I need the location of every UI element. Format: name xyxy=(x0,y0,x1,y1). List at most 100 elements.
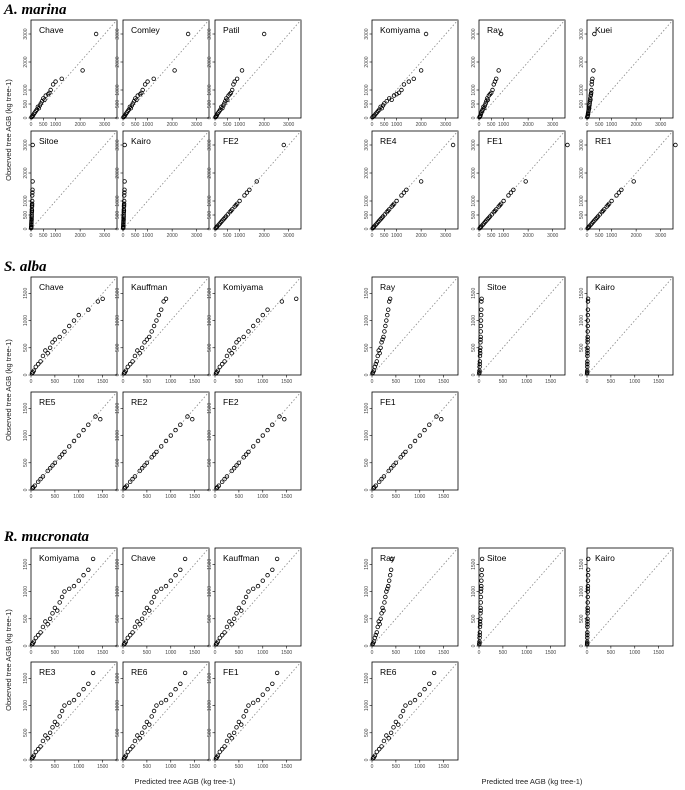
y-tick-label: 500 xyxy=(207,458,213,467)
data-point xyxy=(229,468,234,474)
data-point xyxy=(137,468,142,474)
data-point xyxy=(81,573,86,578)
one-to-one-line xyxy=(214,130,302,230)
data-point xyxy=(600,208,606,213)
data-point xyxy=(122,486,127,491)
y-tick-label: 1500 xyxy=(207,288,213,299)
one-to-one-line xyxy=(122,661,210,761)
scatter-panel: Komiyama 0 500 1000 1500 0 500 1000 1500 xyxy=(23,547,118,656)
data-point xyxy=(590,76,595,81)
y-tick-label: 2000 xyxy=(207,56,213,67)
data-point xyxy=(173,427,178,433)
y-tick-label: 1000 xyxy=(207,195,213,206)
one-to-one-line xyxy=(122,547,210,647)
y-tick-label: 1500 xyxy=(115,403,121,414)
data-point xyxy=(125,749,130,755)
data-point xyxy=(260,312,265,318)
data-point xyxy=(145,79,150,84)
y-tick-label: 1000 xyxy=(115,700,121,711)
data-point xyxy=(30,486,35,491)
panel-label: Kairo xyxy=(595,553,615,563)
data-point xyxy=(585,299,591,304)
data-point xyxy=(30,190,35,195)
data-point xyxy=(477,619,483,624)
data-point xyxy=(224,474,230,479)
x-tick-label: 0 xyxy=(30,650,33,656)
panel-label: RE4 xyxy=(380,136,397,146)
x-tick-label: 1500 xyxy=(189,650,200,656)
data-point xyxy=(151,323,157,329)
data-point xyxy=(477,364,482,370)
x-tick-label: 0 xyxy=(214,650,217,656)
x-tick-label: 500 xyxy=(392,379,401,385)
data-point xyxy=(585,353,590,359)
panel-frame xyxy=(214,19,302,119)
data-point xyxy=(52,337,58,342)
panel-frame xyxy=(214,547,302,647)
y-tick-label: 1000 xyxy=(115,315,121,326)
panel-label: Kairo xyxy=(131,136,151,146)
data-point xyxy=(379,340,384,345)
data-point xyxy=(246,589,251,594)
x-tick-label: 0 xyxy=(30,764,33,770)
x-tick-label: 500 xyxy=(392,494,401,500)
data-point xyxy=(234,76,240,81)
data-point xyxy=(381,334,386,340)
panel-frame xyxy=(371,661,459,761)
data-point xyxy=(585,334,590,340)
x-tick-label: 500 xyxy=(143,494,152,500)
data-point xyxy=(128,105,134,111)
y-tick-label: 2000 xyxy=(115,167,121,178)
data-point xyxy=(59,452,65,457)
data-point xyxy=(144,719,150,725)
data-point xyxy=(380,605,385,611)
y-tick-label: 1500 xyxy=(23,403,29,414)
data-point xyxy=(239,68,245,73)
data-point xyxy=(123,368,129,373)
data-point xyxy=(125,635,130,641)
panel-label: Kuei xyxy=(595,25,612,35)
data-point xyxy=(214,486,219,491)
data-point xyxy=(387,296,393,301)
data-point xyxy=(511,187,516,192)
y-tick-label: 500 xyxy=(579,211,585,220)
data-point xyxy=(149,714,154,719)
one-to-one-line xyxy=(214,276,302,376)
y-axis-label-a-marina: Observed tree AGB (kg tree-1) xyxy=(4,79,13,181)
data-point xyxy=(254,179,259,184)
data-point xyxy=(185,414,190,419)
x-tick-label: 0 xyxy=(30,494,33,500)
data-point xyxy=(393,460,399,465)
scatter-panel: Sitoe 0 500 1000 1500 0 500 1000 1500 xyxy=(471,547,566,656)
data-point xyxy=(247,187,252,192)
data-point xyxy=(132,353,138,359)
y-tick-label: 2000 xyxy=(364,167,370,178)
data-point xyxy=(477,632,482,638)
data-point xyxy=(585,573,591,578)
data-point xyxy=(80,68,85,73)
data-point xyxy=(614,193,619,198)
panel-label: RE1 xyxy=(595,136,612,146)
data-point xyxy=(408,700,413,706)
data-point xyxy=(29,216,34,222)
data-point xyxy=(76,312,81,318)
data-point xyxy=(142,82,148,87)
data-point xyxy=(40,624,46,630)
y-tick-label: 1000 xyxy=(364,195,370,206)
x-tick-label: 2000 xyxy=(75,122,86,128)
x-tick-label: 3000 xyxy=(547,233,558,239)
data-point xyxy=(386,736,391,741)
data-point xyxy=(71,697,77,703)
data-point xyxy=(35,361,41,367)
data-point xyxy=(29,222,34,227)
data-point xyxy=(220,105,225,111)
one-to-one-line xyxy=(122,276,210,376)
data-point xyxy=(168,692,173,697)
data-point xyxy=(371,368,377,373)
data-point xyxy=(50,82,56,87)
data-point xyxy=(125,364,130,370)
data-point xyxy=(388,730,394,735)
data-point xyxy=(124,483,130,488)
